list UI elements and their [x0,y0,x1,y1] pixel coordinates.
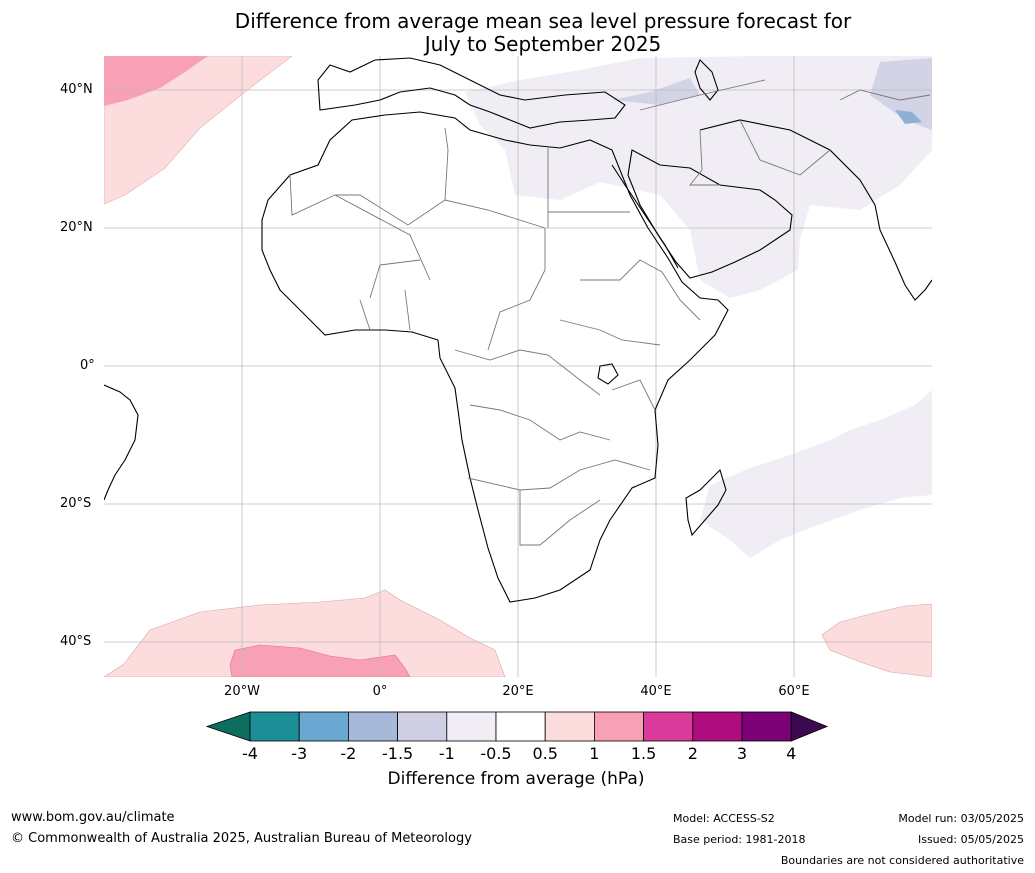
footer-base-period: Base period: 1981-2018 [673,833,806,846]
colorbar-bin-7 [594,711,645,742]
border-chad-sudan [487,228,546,351]
lon-label-40e: 40°E [640,684,672,699]
africa-coastline [261,111,729,603]
map-area [104,56,932,677]
border-central-asia [839,89,931,101]
colorbar-tick-label: -4 [242,744,258,763]
colorbar-bin-8 [643,711,694,742]
title-line-2: July to September 2025 [424,32,662,56]
map-title: Difference from average mean sea level p… [0,10,1035,56]
lat-label-40n: 40°N [60,82,93,97]
colorbar-tick-label: -2 [340,744,357,763]
lat-label-equator: 0° [80,358,95,373]
lat-label-20s: 20°S [60,496,92,511]
anomaly-high-south-atlantic-light [104,589,506,677]
colorbar-bin-10 [741,711,792,742]
colorbar-tick-label: -1 [438,744,455,763]
gridlines [104,56,932,677]
footer-model-run: Model run: 03/05/2025 [898,812,1024,825]
lon-label-20w: 20°W [224,684,260,699]
colorbar-bin-2 [347,711,398,742]
colorbar-tick-label: 4 [786,744,797,763]
border-coast-2 [404,289,411,331]
iran-india-coast [699,119,932,301]
lat-label-40s: 40°S [60,634,92,649]
border-libya-algeria [444,127,449,201]
footer-issued: Issued: 05/05/2025 [917,833,1024,846]
colorbar [205,711,829,742]
lon-label-0: 0° [372,684,388,699]
border-iraq-iran [689,129,720,186]
lake-victoria [597,363,619,385]
coastlines [104,57,932,603]
colorbar-tick-label: 0.5 [532,744,558,763]
caspian-sea [694,59,719,101]
colorbar-bin-1 [298,711,349,742]
border-drc-angola [469,404,611,441]
colorbar-bin-6 [544,711,595,742]
border-coast-1 [359,299,371,331]
colorbar-over-arrow [790,711,829,742]
footer-copyright: © Commonwealth of Australia 2025, Austra… [11,831,472,846]
anomaly-low-middle-east-mid-2 [870,58,932,130]
colorbar-tick-label: 1.5 [630,744,657,763]
colorbar-tick-label: -3 [291,744,308,763]
border-ethiopia [580,259,701,321]
colorbar-tick-label: 2 [687,744,698,763]
europe-turkey-coast [317,57,626,129]
footer-disclaimer: Boundaries are not considered authoritat… [780,854,1024,867]
border-central-africa [454,349,601,396]
anomaly-high-northwest-strong [104,56,208,106]
anomaly-high-northwest-light [104,56,293,205]
border-zambia-mozambique [519,459,651,491]
colorbar-tick-label: -1.5 [381,744,414,763]
country-borders [289,79,931,546]
anomaly-high-south-atlantic-strong [229,644,411,677]
colorbar-bin-5 [495,711,546,742]
border-mali-burkina [369,259,421,299]
colorbar-tick-label: 3 [736,744,748,763]
colorbar-bin-9 [692,711,743,742]
anomaly-low-middle-east [465,56,932,298]
border-kenya-tanzania [611,379,656,411]
colorbar-title: Difference from average (hPa) [387,769,645,789]
colorbar-tick-label: -0.5 [480,744,512,763]
colorbar-under-arrow [205,711,251,742]
lat-label-20n: 20°N [60,220,93,235]
anomaly-low-indian-ocean [700,390,932,558]
border-namibia-botswana [467,477,601,546]
border-south-sudan [559,319,661,346]
anomaly-low-middle-east-core [895,110,922,124]
south-america-edge [104,384,139,501]
red-sea [611,164,679,269]
colorbar-bin-3 [397,711,448,742]
colorbar-tick-label: 1 [589,744,600,763]
footer-model: Model: ACCESS-S2 [673,812,775,825]
footer-website: www.bom.gov.au/climate [11,810,175,825]
lon-label-60e: 60°E [778,684,810,699]
madagascar [685,468,727,537]
lon-label-20e: 20°E [502,684,534,699]
border-iran-pakistan [739,119,831,176]
anomaly-high-southern-ocean-east [821,603,932,677]
border-sahara [335,194,546,229]
colorbar-bin-4 [446,711,497,742]
border-turkey-syria [639,79,766,111]
colorbar-bin-0 [249,711,300,742]
title-line-1: Difference from average mean sea level p… [234,9,852,33]
